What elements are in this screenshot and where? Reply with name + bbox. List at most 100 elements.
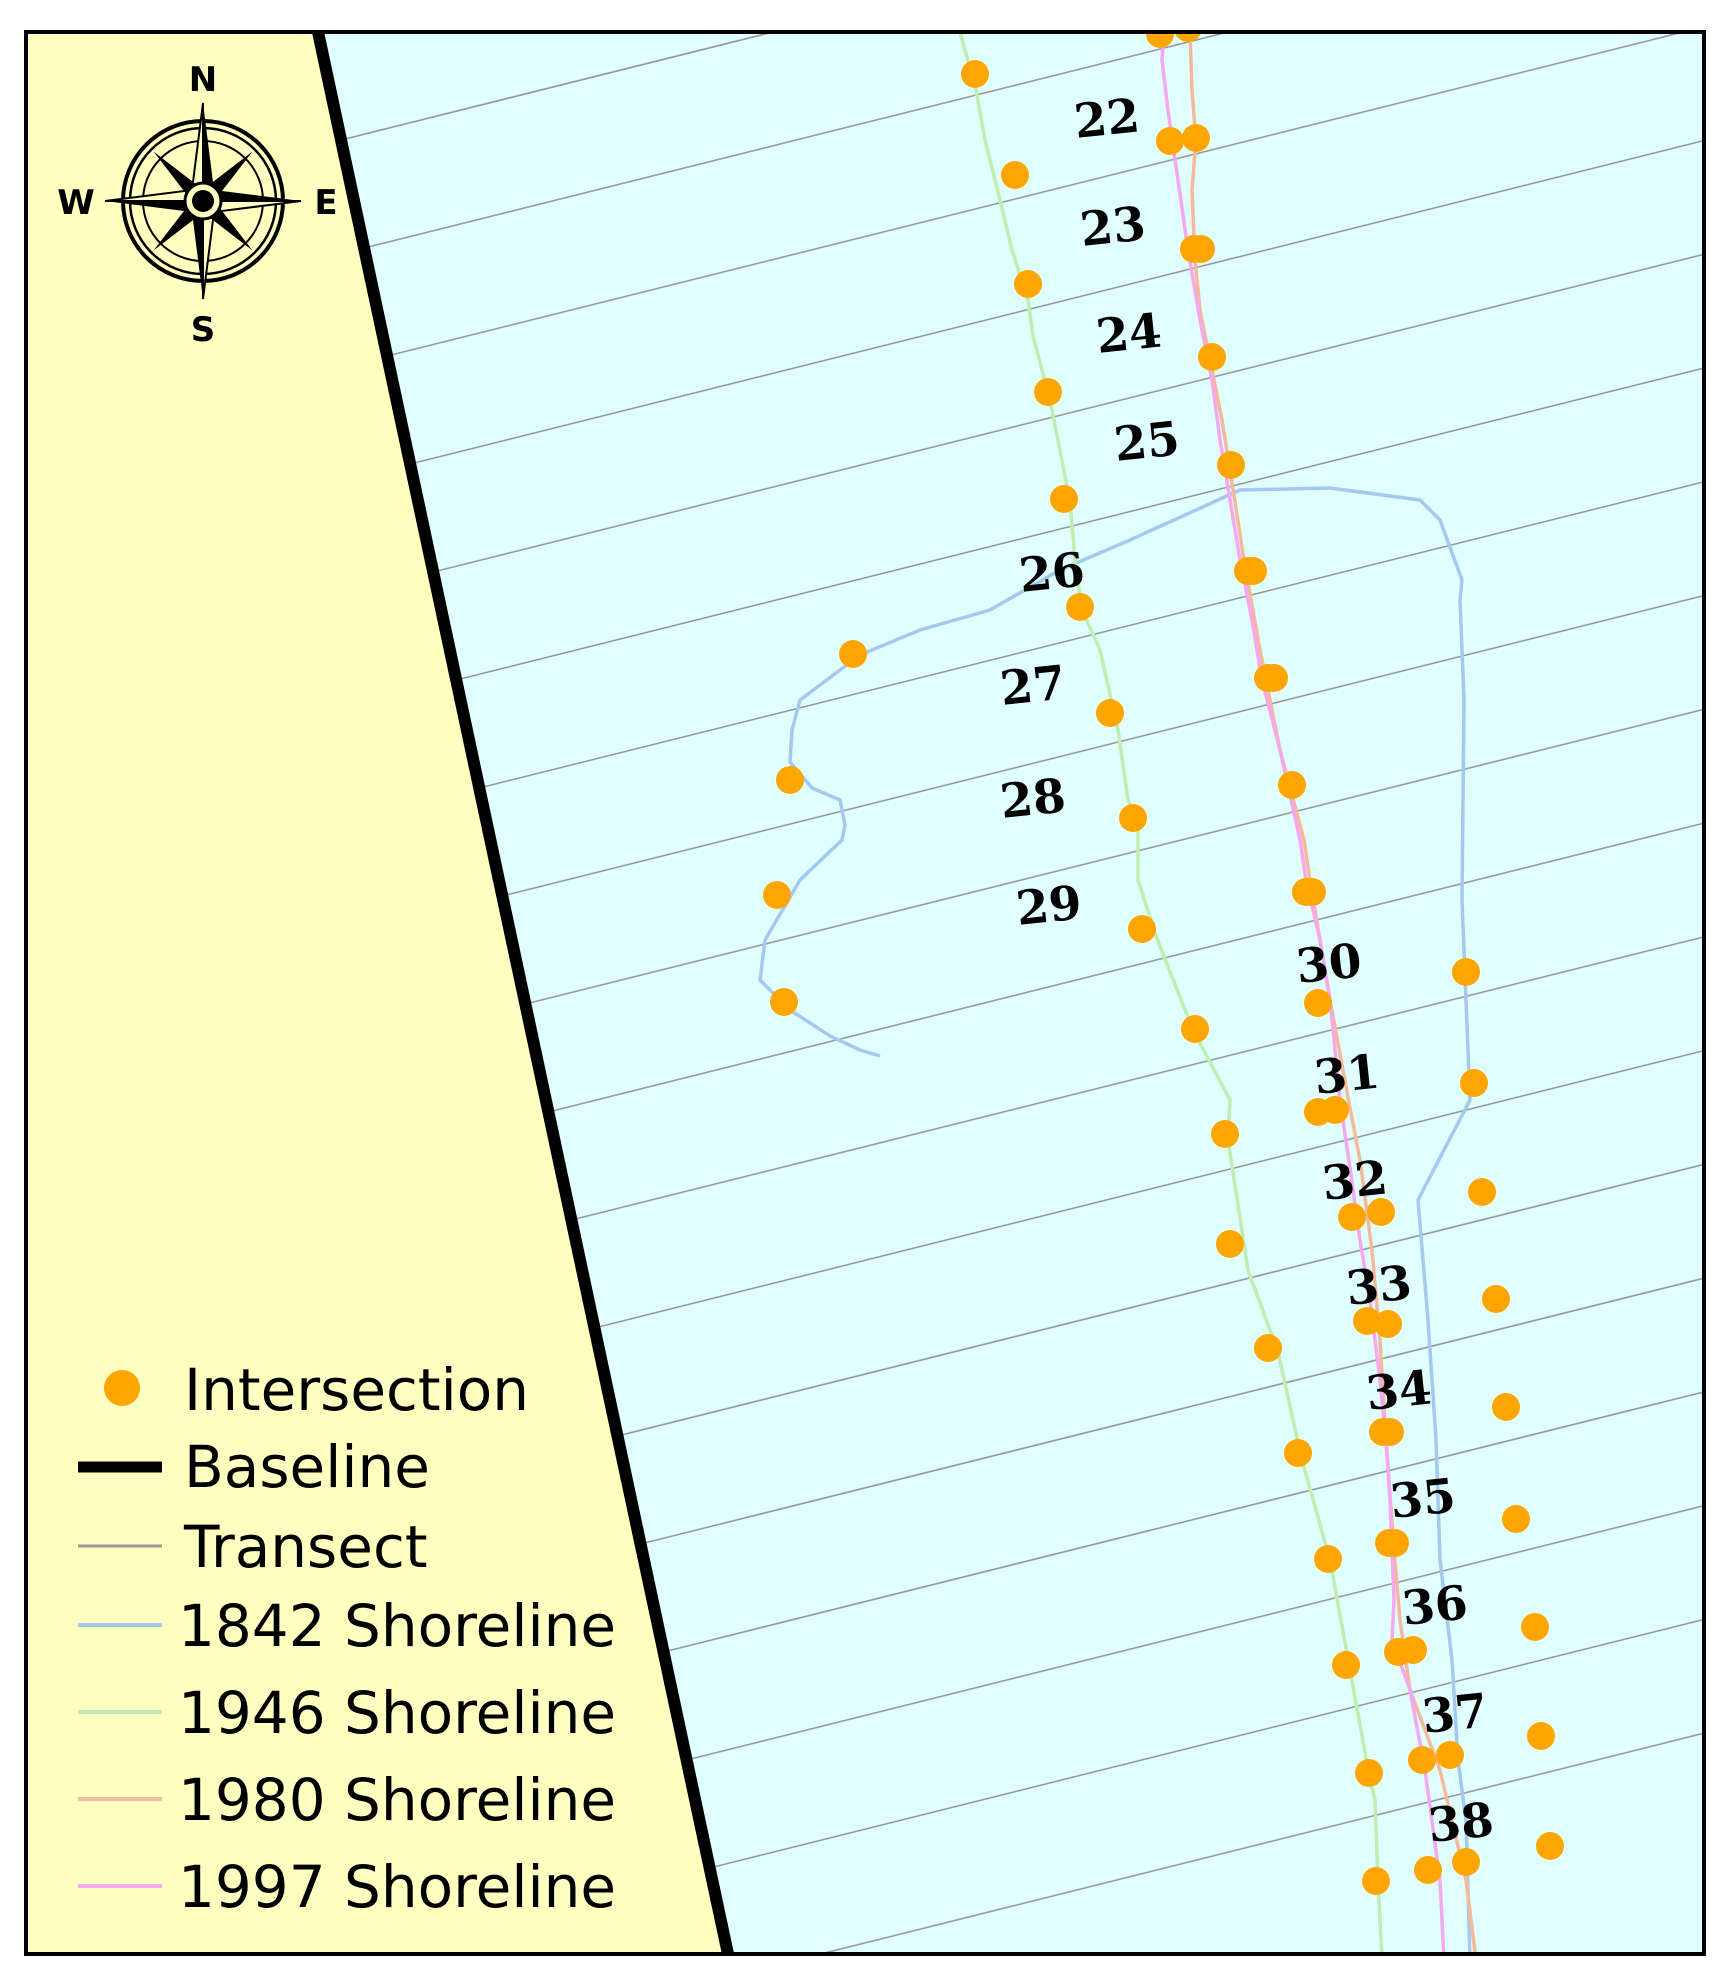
intersection-point: [1367, 1198, 1395, 1226]
intersection-point: [1332, 1651, 1360, 1679]
intersection-point: [1216, 1230, 1244, 1258]
intersection-point: [1096, 699, 1124, 727]
intersection-point: [1452, 1848, 1480, 1876]
transect-line: [617, 1163, 1704, 1437]
intersection-point: [1460, 1069, 1488, 1097]
intersection-point: [1156, 127, 1184, 155]
transect-line: [709, 1618, 1704, 1869]
compass-south-label: S: [191, 310, 216, 350]
intersection-point: [839, 640, 867, 668]
intersection-point: [1128, 915, 1156, 943]
water-area: [318, 32, 1704, 1954]
intersection-point: [1452, 958, 1480, 986]
intersection-point: [1217, 451, 1245, 479]
intersection-points: [763, 32, 1564, 1895]
transect-number-label: 35: [1388, 1468, 1459, 1530]
transect-number-label: 26: [1017, 542, 1088, 604]
legend-1946-shoreline-label: 1946 Shoreline: [178, 1679, 616, 1747]
intersection-point: [1353, 1307, 1381, 1335]
legend-1980-shoreline-label: 1980 Shoreline: [178, 1766, 616, 1834]
intersection-point: [1181, 1015, 1209, 1043]
land-area: [26, 32, 728, 1954]
transect-line: [640, 1277, 1704, 1545]
legend-1997-shoreline-label: 1997 Shoreline: [178, 1853, 616, 1921]
intersection-point: [1536, 1832, 1564, 1860]
transect-number-label: 29: [1014, 875, 1085, 937]
transect-line: [386, 32, 1687, 357]
transect-line: [817, 1732, 1704, 1954]
transect-number-label: 33: [1344, 1255, 1415, 1317]
transect-line: [409, 139, 1704, 465]
transect-number-label: 31: [1312, 1044, 1383, 1106]
compass-north-label: N: [189, 60, 217, 100]
transect-line: [663, 1391, 1704, 1653]
intersection-point: [763, 881, 791, 909]
transect-number-label: 25: [1112, 411, 1183, 473]
map-legend: Intersection Baseline Transect 1842 Shor…: [78, 1356, 616, 1921]
intersection-point: [1527, 1722, 1555, 1750]
intersection-point: [961, 60, 989, 88]
intersection-point: [1182, 124, 1210, 152]
intersection-point: [770, 988, 798, 1016]
intersection-point: [1187, 235, 1215, 263]
transect-line: [318, 32, 322, 33]
legend-baseline-label: Baseline: [184, 1433, 430, 1501]
compass-east-label: E: [314, 183, 337, 223]
intersection-point: [1298, 878, 1326, 906]
transect-line: [340, 32, 777, 141]
intersection-point: [1066, 593, 1094, 621]
compass-rose-icon: N S E W: [57, 60, 337, 350]
transect-number-label: 23: [1078, 196, 1149, 258]
legend-transect-label: Transect: [183, 1513, 428, 1581]
intersection-point: [1254, 1334, 1282, 1362]
intersection-point: [1436, 1741, 1464, 1769]
transect-number-label: 30: [1294, 933, 1365, 995]
transect-line: [363, 32, 1232, 249]
intersection-point: [1001, 161, 1029, 189]
intersection-point: [1050, 485, 1078, 513]
intersection-point: [1260, 664, 1288, 692]
intersection-point: [1146, 32, 1174, 48]
transect-line: [432, 253, 1704, 573]
intersection-point: [1399, 1636, 1427, 1664]
transect-line: [548, 822, 1704, 1113]
transect-number-label: 37: [1420, 1683, 1491, 1745]
intersection-point: [1374, 1310, 1402, 1338]
legend-1842-shoreline-label: 1842 Shoreline: [178, 1592, 616, 1660]
transect-line: [525, 708, 1704, 1005]
intersection-point: [1014, 270, 1042, 298]
transect-labels: 22 23 24 25 26 27 28 29 30 31 32 33 34 35 36 37 38: [998, 88, 1497, 1854]
transect-number-label: 27: [998, 655, 1069, 717]
transect-number-label: 22: [1072, 88, 1143, 150]
shoreline-1842: [758, 486, 1472, 1954]
intersection-point: [1278, 771, 1306, 799]
legend-intersection-icon: [104, 1370, 140, 1406]
intersection-point: [1492, 1393, 1520, 1421]
intersection-point: [1321, 1096, 1349, 1124]
transect-lines: [318, 32, 1704, 1954]
intersection-point: [1355, 1759, 1383, 1787]
transect-line: [456, 367, 1704, 681]
intersection-point: [1034, 378, 1062, 406]
baseline: [312, 32, 734, 1954]
intersection-point: [1198, 343, 1226, 371]
intersection-point: [1304, 989, 1332, 1017]
legend-intersection-label: Intersection: [184, 1356, 529, 1424]
transect-line: [686, 1504, 1704, 1761]
shoreline-1997: [1160, 32, 1446, 1954]
intersection-point: [776, 766, 804, 794]
intersection-point: [1408, 1746, 1436, 1774]
transect-line: [571, 936, 1704, 1221]
intersection-point: [1414, 1856, 1442, 1884]
map-frame: [24, 30, 1706, 1956]
intersection-point: [1284, 1439, 1312, 1467]
intersection-point: [1521, 1613, 1549, 1641]
intersection-point: [1376, 1418, 1404, 1446]
transect-line: [594, 1049, 1704, 1329]
compass-west-label: W: [57, 183, 95, 223]
intersection-point: [1174, 32, 1202, 42]
transect-line: [502, 594, 1704, 897]
transect-number-label: 34: [1364, 1360, 1435, 1422]
transect-number-label: 32: [1320, 1150, 1391, 1212]
